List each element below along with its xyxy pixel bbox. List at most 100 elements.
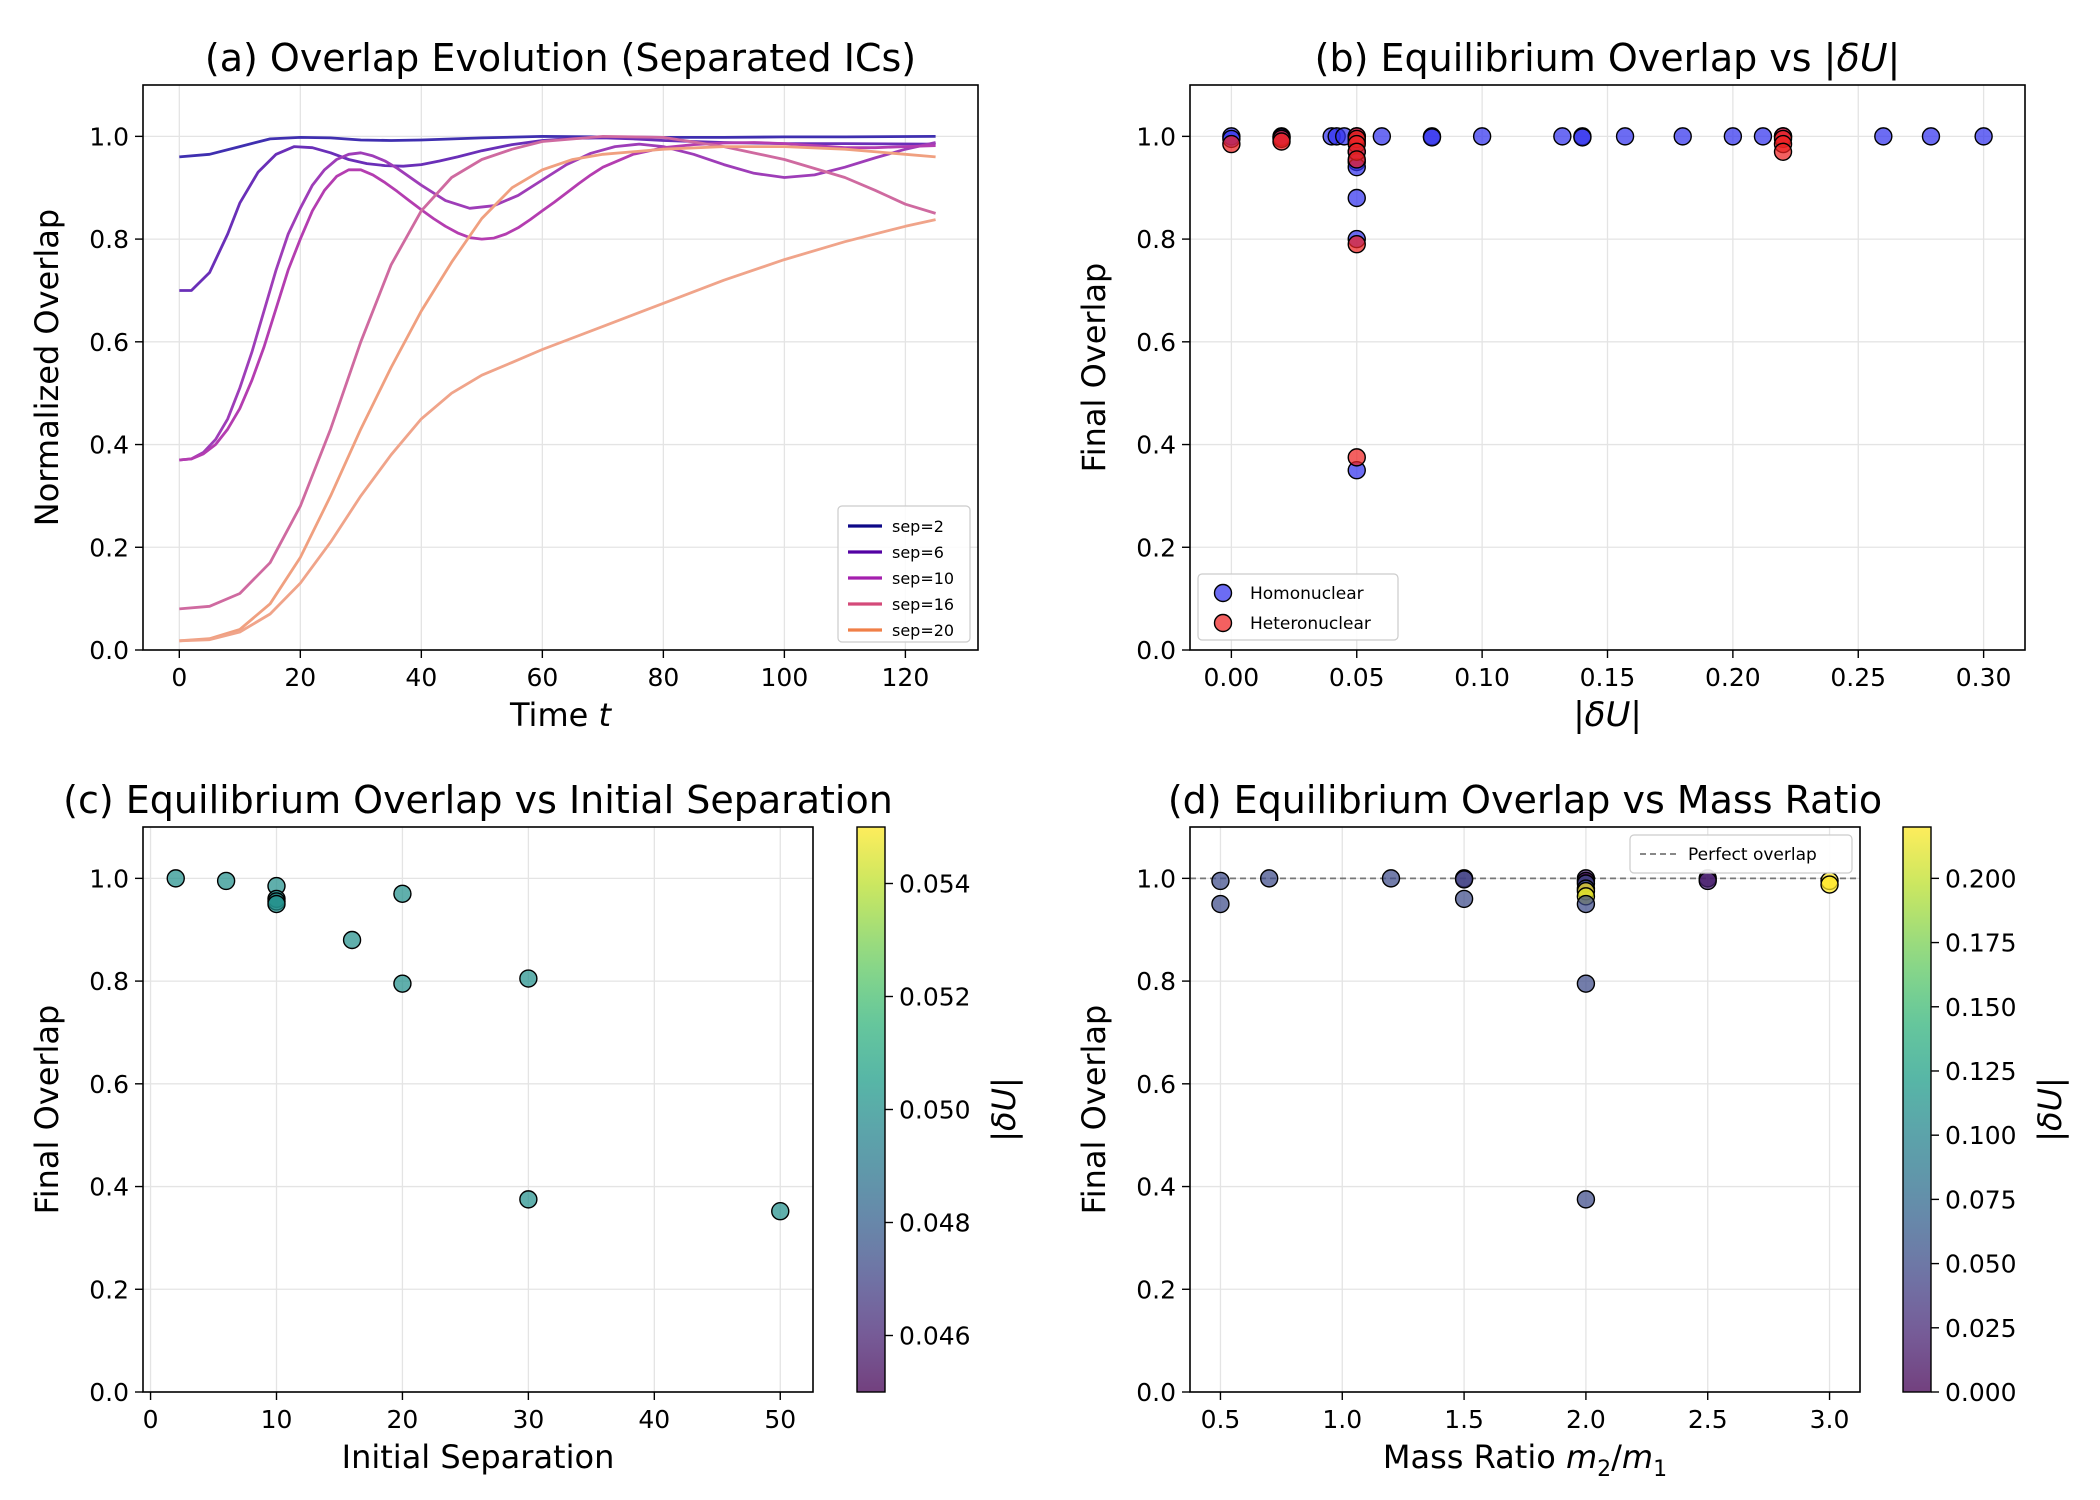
- legend: sep=2 sep=6 sep=10 sep=16 sep=20: [837, 505, 971, 643]
- series-line: [179, 145, 936, 643]
- colorbar-gradient: [1902, 826, 1932, 1393]
- scatter-point-homonuclear: [1553, 127, 1572, 146]
- scatter-point-homonuclear: [1422, 128, 1442, 147]
- scatter-point: [1381, 869, 1401, 888]
- scatter-point: [1576, 1190, 1596, 1209]
- x-tick-label: 80: [647, 663, 679, 692]
- scatter-point: [393, 974, 412, 993]
- legend: Perfect overlap: [1629, 834, 1853, 874]
- series-line: [179, 135, 937, 611]
- panel-c: 0 10 20 30 40 50 0.0 0.2 0.4 0.6 0.8 1.0 Final Overl…: [28, 778, 893, 1476]
- scatter-point-homonuclear: [1921, 127, 1941, 146]
- legend-box: [837, 505, 971, 643]
- scatter-point: [1454, 870, 1474, 889]
- colorbar-label: |δU|: [2031, 1077, 2069, 1142]
- y-tick-label: 1.0: [89, 122, 129, 151]
- x-tick-label: 0.20: [1705, 663, 1761, 692]
- x-tick-label: 0.5: [1201, 1405, 1241, 1434]
- y-tick-label: 1.0: [1136, 122, 1176, 151]
- axes-frame: [142, 84, 979, 651]
- scatter-point-homonuclear: [1347, 188, 1366, 208]
- y-tick-label: 0.2: [1136, 1275, 1176, 1304]
- grid-c: [143, 827, 813, 1393]
- y-tick-label: 1.0: [1136, 864, 1176, 893]
- y-tick-label: 1.0: [89, 864, 129, 893]
- legend-label: Homonuclear: [1250, 584, 1364, 604]
- scatter-point-heteronuclear: [1222, 134, 1241, 154]
- x-axis-label: |δU|: [1573, 695, 1642, 735]
- scatter-point: [1698, 871, 1717, 891]
- x-tick-label: 2.0: [1566, 1405, 1606, 1434]
- legend-label: Perfect overlap: [1688, 845, 1817, 865]
- y-tick-label: 0.8: [89, 225, 129, 254]
- x-tick-label: 20: [387, 1405, 419, 1434]
- y-tick-label: 0.2: [89, 1275, 129, 1304]
- x-tick-label: 0.00: [1204, 663, 1260, 692]
- colorbar-tick-label: 0.050: [1945, 1250, 2017, 1279]
- legend-marker: [1213, 613, 1233, 633]
- y-tick-label: 0.2: [1136, 533, 1176, 562]
- colorbar-tick-label: 0.075: [1945, 1185, 2017, 1214]
- legend-label: sep=16: [892, 595, 954, 614]
- y-tick-label: 0.4: [89, 431, 129, 460]
- x-tick-label: 20: [284, 663, 316, 692]
- legend-label: sep=20: [892, 621, 954, 640]
- colorbar-tick-label: 0.025: [1945, 1314, 2017, 1343]
- plot-area-d: [1190, 869, 1860, 1209]
- colorbar-tick-label: 0.050: [899, 1096, 971, 1125]
- x-tick-label: 120: [882, 663, 930, 692]
- y-tick-label: 0.8: [1136, 225, 1176, 254]
- scatter-point: [1454, 889, 1474, 909]
- scatter-point-heteronuclear: [1347, 150, 1366, 169]
- scatter-point: [1211, 871, 1230, 891]
- x-tick-label: 0.10: [1454, 663, 1510, 692]
- y-tick-label: 0.0: [1136, 636, 1176, 665]
- scatter-point: [342, 930, 362, 950]
- x-tick-label: 1.5: [1444, 1405, 1484, 1434]
- y-tick-label: 0.4: [1136, 431, 1176, 460]
- x-tick-label: 0: [171, 663, 187, 692]
- plot-area-b: [1222, 127, 1993, 480]
- scatter-point: [519, 969, 538, 988]
- scatter-point-heteronuclear: [1773, 142, 1793, 161]
- scatter-point-heteronuclear: [1272, 132, 1291, 151]
- y-tick-label: 0.8: [1136, 967, 1176, 996]
- axes-frame: [1189, 826, 1861, 1393]
- series-line: [179, 218, 936, 643]
- x-axis-label: Mass Ratio m2/m1: [1383, 1438, 1667, 1482]
- y-axis-label: Normalized Overlap: [28, 209, 66, 526]
- scatter-point-homonuclear: [1372, 127, 1392, 146]
- colorbar-gradient: [856, 826, 886, 1393]
- axes-d: 0.5 1.0 1.5 2.0 2.5 3.0 0.0 0.2 0.4 0.6 0.8 1.0 Fina…: [1075, 778, 1882, 1482]
- axes-b: 0.00 0.05 0.10 0.15 0.20 0.25 0.30 0.0 0.2 0.4 0.6…: [1075, 36, 2026, 735]
- series-line: [179, 141, 936, 462]
- colorbar-tick-label: 0.175: [1945, 929, 2017, 958]
- y-axis-label: Final Overlap: [28, 1005, 66, 1215]
- x-tick-label: 2.5: [1688, 1405, 1728, 1434]
- scatter-point-heteronuclear: [1347, 235, 1366, 254]
- scatter-point-homonuclear: [1874, 127, 1893, 146]
- x-tick-label: 0.05: [1329, 663, 1385, 692]
- scatter-point: [1576, 974, 1596, 993]
- scatter-point-homonuclear: [1753, 127, 1773, 146]
- y-tick-label: 0.4: [1136, 1173, 1176, 1202]
- series-line: [179, 141, 936, 462]
- x-tick-label: 100: [761, 663, 809, 692]
- x-tick-label: 40: [638, 1405, 670, 1434]
- colorbar-tick-label: 0.000: [1945, 1378, 2017, 1407]
- scatter-point-homonuclear: [1673, 127, 1692, 146]
- scatter-point: [771, 1201, 790, 1221]
- scatter-point-homonuclear: [1974, 127, 1993, 146]
- y-tick-label: 0.8: [89, 967, 129, 996]
- y-axis-label: Final Overlap: [1075, 1005, 1113, 1215]
- scatter-point: [166, 869, 185, 888]
- scatter-point: [1576, 894, 1596, 914]
- scatter-point-homonuclear: [1615, 127, 1635, 146]
- series-line: [179, 135, 936, 159]
- scatter-point: [216, 871, 236, 891]
- colorbar-tick-label: 0.125: [1945, 1057, 2017, 1086]
- chart-title: (b) Equilibrium Overlap vs |δU|: [1315, 36, 1901, 81]
- colorbar-tick-label: 0.150: [1945, 993, 2017, 1022]
- scatter-point: [1211, 894, 1230, 914]
